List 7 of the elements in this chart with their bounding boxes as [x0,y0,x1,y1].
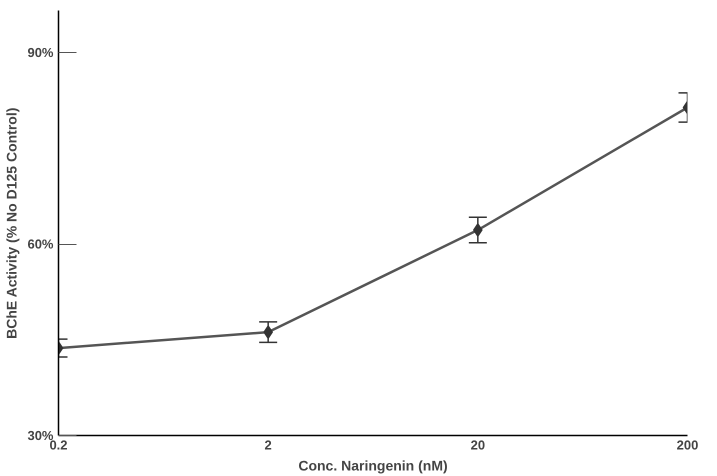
x-tick-label: 200 [676,438,698,452]
y-tick-label: 60% [27,236,54,252]
x-tick-label: 20 [470,438,486,452]
x-axis-title: Conc. Naringenin (nM) [298,458,448,474]
y-tick-label: 90% [27,45,54,60]
x-tick-label: 2 [264,438,272,452]
y-axis-title: BChE Activity (% No D125 Control) [3,108,20,339]
